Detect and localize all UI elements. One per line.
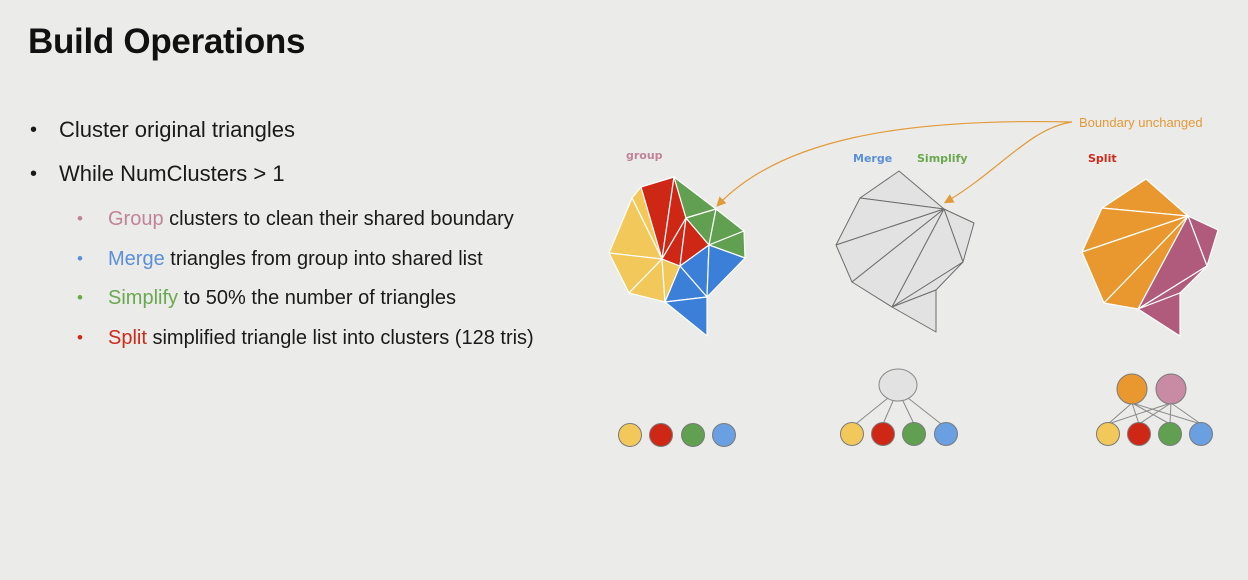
tree-edge bbox=[1107, 402, 1133, 425]
cluster-node bbox=[871, 422, 895, 446]
tree-edge bbox=[1131, 402, 1140, 425]
split-cluster-tree bbox=[1096, 373, 1213, 446]
sub-bullet-text: triangles from group into shared list bbox=[164, 247, 483, 270]
tree-edge bbox=[1131, 402, 1202, 425]
sub-bullet-dot-icon: • bbox=[77, 288, 83, 307]
sub-bullet-simplify: • Simplify to 50% the number of triangle… bbox=[30, 283, 610, 323]
callout-arrow-to-group bbox=[716, 120, 1073, 207]
cluster-node bbox=[934, 422, 958, 446]
cluster-node bbox=[618, 423, 642, 447]
tree-edge bbox=[1170, 402, 1202, 425]
sub-bullet-dot-icon: • bbox=[77, 209, 83, 228]
split-label: Split bbox=[1088, 152, 1117, 165]
cluster-node bbox=[1189, 422, 1213, 446]
cluster-node bbox=[840, 422, 864, 446]
bullet-text: While NumClusters > 1 bbox=[59, 161, 285, 186]
merge-label: Merge bbox=[853, 152, 892, 165]
tree-edge bbox=[1131, 402, 1171, 425]
mesh-triangle bbox=[891, 289, 937, 333]
mesh-triangle bbox=[1137, 292, 1181, 337]
sub-bullet-text: clusters to clean their shared boundary bbox=[163, 208, 514, 230]
sub-bullet-dot-icon: • bbox=[77, 327, 83, 347]
sub-bullet-keyword: Merge bbox=[108, 247, 165, 270]
bullet-dot-icon: • bbox=[30, 163, 38, 185]
slide-title: Build Operations bbox=[28, 22, 306, 61]
sub-bullet-dot-icon: • bbox=[77, 248, 83, 268]
sub-bullet-list: • Group clusters to clean their shared b… bbox=[30, 204, 610, 362]
merged-node bbox=[878, 368, 918, 402]
boundary-callout-arrows bbox=[716, 120, 1073, 207]
bullet-item: • While NumClusters > 1 bbox=[30, 158, 610, 202]
cluster-node bbox=[1158, 422, 1182, 446]
tree-edge bbox=[1169, 402, 1172, 425]
cluster-node bbox=[1096, 422, 1120, 446]
mesh-triangle bbox=[664, 296, 708, 337]
cluster-node bbox=[649, 423, 673, 447]
sub-bullet-merge: • Merge triangles from group into shared… bbox=[30, 244, 610, 284]
split-parent-node bbox=[1116, 373, 1148, 405]
tree-edge bbox=[1107, 402, 1172, 425]
group-mesh bbox=[608, 176, 746, 337]
sub-bullet-text: to 50% the number of triangles bbox=[178, 287, 456, 309]
bullet-dot-icon: • bbox=[30, 119, 38, 141]
cluster-node bbox=[902, 422, 926, 446]
sub-bullet-keyword: Simplify bbox=[108, 287, 179, 309]
sub-bullet-keyword: Group bbox=[108, 208, 164, 230]
callout-arrow-to-merge bbox=[943, 121, 1073, 204]
split-parent-node bbox=[1155, 373, 1187, 405]
sub-bullet-split: • Split simplified triangle list into cl… bbox=[30, 323, 610, 363]
sub-bullet-keyword: Split bbox=[108, 326, 147, 349]
cluster-node bbox=[681, 423, 705, 447]
tree-edge bbox=[907, 397, 946, 428]
merged-mesh bbox=[835, 170, 975, 333]
simplify-label: Simplify bbox=[917, 152, 968, 165]
mesh-triangle bbox=[706, 244, 746, 298]
cluster-node bbox=[1127, 422, 1151, 446]
tree-edge bbox=[1138, 402, 1172, 425]
bullet-item: • Cluster original triangles bbox=[30, 114, 610, 158]
sub-bullet-text: simplified triangle list into clusters (… bbox=[146, 326, 534, 349]
bullet-list: • Cluster original triangles • While Num… bbox=[30, 114, 610, 362]
boundary-unchanged-label: Boundary unchanged bbox=[1079, 115, 1203, 130]
tree-edge bbox=[882, 400, 894, 425]
bullet-text: Cluster original triangles bbox=[59, 117, 295, 142]
merge-cluster-tree bbox=[840, 368, 958, 446]
group-label: group bbox=[626, 149, 663, 162]
sub-bullet-group: • Group clusters to clean their shared b… bbox=[30, 204, 610, 244]
group-cluster-nodes bbox=[618, 423, 736, 447]
cluster-node bbox=[712, 423, 736, 447]
tree-edge bbox=[902, 400, 915, 425]
tree-edge bbox=[851, 397, 889, 428]
split-mesh bbox=[1081, 178, 1219, 337]
